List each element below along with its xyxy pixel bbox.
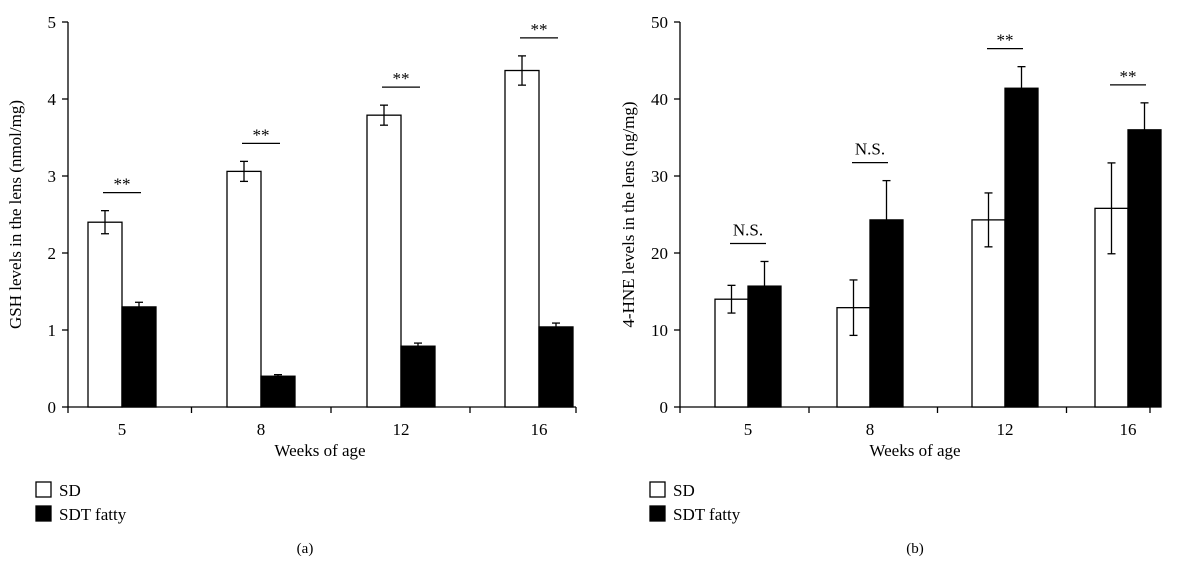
- y-axis-title: 4-HNE levels in the lens (ng/mg): [619, 101, 638, 327]
- y-tick-label: 4: [48, 90, 57, 109]
- significance-label: N.S.: [733, 220, 763, 239]
- y-tick-label: 30: [651, 167, 668, 186]
- significance-label: **: [114, 175, 131, 194]
- y-tick-label: 20: [651, 244, 668, 263]
- legend-swatch-sd: [35, 481, 52, 498]
- y-tick-label: 50: [651, 13, 668, 32]
- legend-label-sdt-fatty: SDT fatty: [59, 505, 127, 524]
- error-bar: [760, 260, 769, 312]
- panel-label: (a): [297, 541, 314, 557]
- bar-sd-16w: [504, 69, 540, 408]
- error-bar: [1107, 162, 1116, 255]
- x-tick-label: 12: [997, 420, 1014, 439]
- y-axis-title: GSH levels in the lens (nmol/mg): [6, 100, 25, 329]
- x-tick-label: 5: [118, 420, 127, 439]
- x-axis-title: Weeks of age: [869, 441, 960, 460]
- y-tick-label: 2: [48, 244, 57, 263]
- significance-label: **: [1120, 67, 1137, 86]
- x-tick-label: 8: [866, 420, 875, 439]
- error-bar: [414, 342, 422, 350]
- bar-sdt-fatty-12w: [400, 345, 436, 408]
- significance-label: **: [531, 20, 548, 39]
- chart-panel-b: 0 10 20 30 40 50 5 8 12 16 N.S. N.S. ** ** 4-HNE level…: [619, 13, 1162, 557]
- bar-sd-5w: [87, 221, 123, 408]
- error-bar: [518, 55, 526, 86]
- legend-swatch-sd: [649, 481, 666, 498]
- error-bar: [552, 322, 560, 332]
- bar-sd-12w: [366, 114, 402, 408]
- bar-sd-5w: [714, 298, 749, 408]
- x-tick-label: 12: [393, 420, 410, 439]
- y-tick-label: 0: [660, 398, 669, 417]
- error-bar: [380, 104, 388, 126]
- error-bar: [135, 301, 143, 313]
- error-bar: [240, 160, 248, 183]
- panel-label: (b): [906, 541, 924, 557]
- significance-label: **: [997, 31, 1014, 50]
- x-tick-label: 16: [1120, 420, 1137, 439]
- error-bar: [101, 209, 109, 235]
- y-tick-label: 0: [48, 398, 57, 417]
- error-bar: [1017, 66, 1026, 111]
- legend-label-sd: SD: [59, 481, 81, 500]
- error-bar: [727, 284, 736, 314]
- legend-label-sd: SD: [673, 481, 695, 500]
- bar-sdt-fatty-16w: [1127, 129, 1162, 408]
- legend-label-sdt-fatty: SDT fatty: [673, 505, 741, 524]
- legend: SD SDT fatty: [649, 481, 741, 524]
- bar-sdt-fatty-16w: [538, 326, 574, 408]
- error-bar: [274, 374, 282, 379]
- bar-sd-8w: [226, 170, 262, 408]
- legend: SD SDT fatty: [35, 481, 127, 524]
- legend-swatch-sdt-fatty: [35, 505, 52, 522]
- error-bar: [984, 192, 993, 248]
- y-tick-label: 40: [651, 90, 668, 109]
- x-axis-title: Weeks of age: [274, 441, 365, 460]
- x-tick-label: 5: [744, 420, 753, 439]
- bar-sdt-fatty-8w: [260, 375, 296, 408]
- significance-label: N.S.: [855, 140, 885, 159]
- bar-sdt-fatty-5w: [121, 306, 157, 408]
- significance-label: **: [393, 69, 410, 88]
- x-tick-label: 16: [531, 420, 548, 439]
- y-tick-label: 5: [48, 13, 57, 32]
- legend-swatch-sdt-fatty: [649, 505, 666, 522]
- significance-label: **: [253, 125, 270, 144]
- error-bar: [1140, 102, 1149, 158]
- x-tick-label: 8: [257, 420, 266, 439]
- y-tick-label: 3: [48, 167, 57, 186]
- bar-sdt-fatty-12w: [1004, 87, 1039, 408]
- y-tick-label: 1: [48, 321, 57, 340]
- y-tick-label: 10: [651, 321, 668, 340]
- error-bar: [849, 279, 858, 337]
- bar-sd-12w: [971, 219, 1006, 408]
- error-bar: [882, 179, 891, 260]
